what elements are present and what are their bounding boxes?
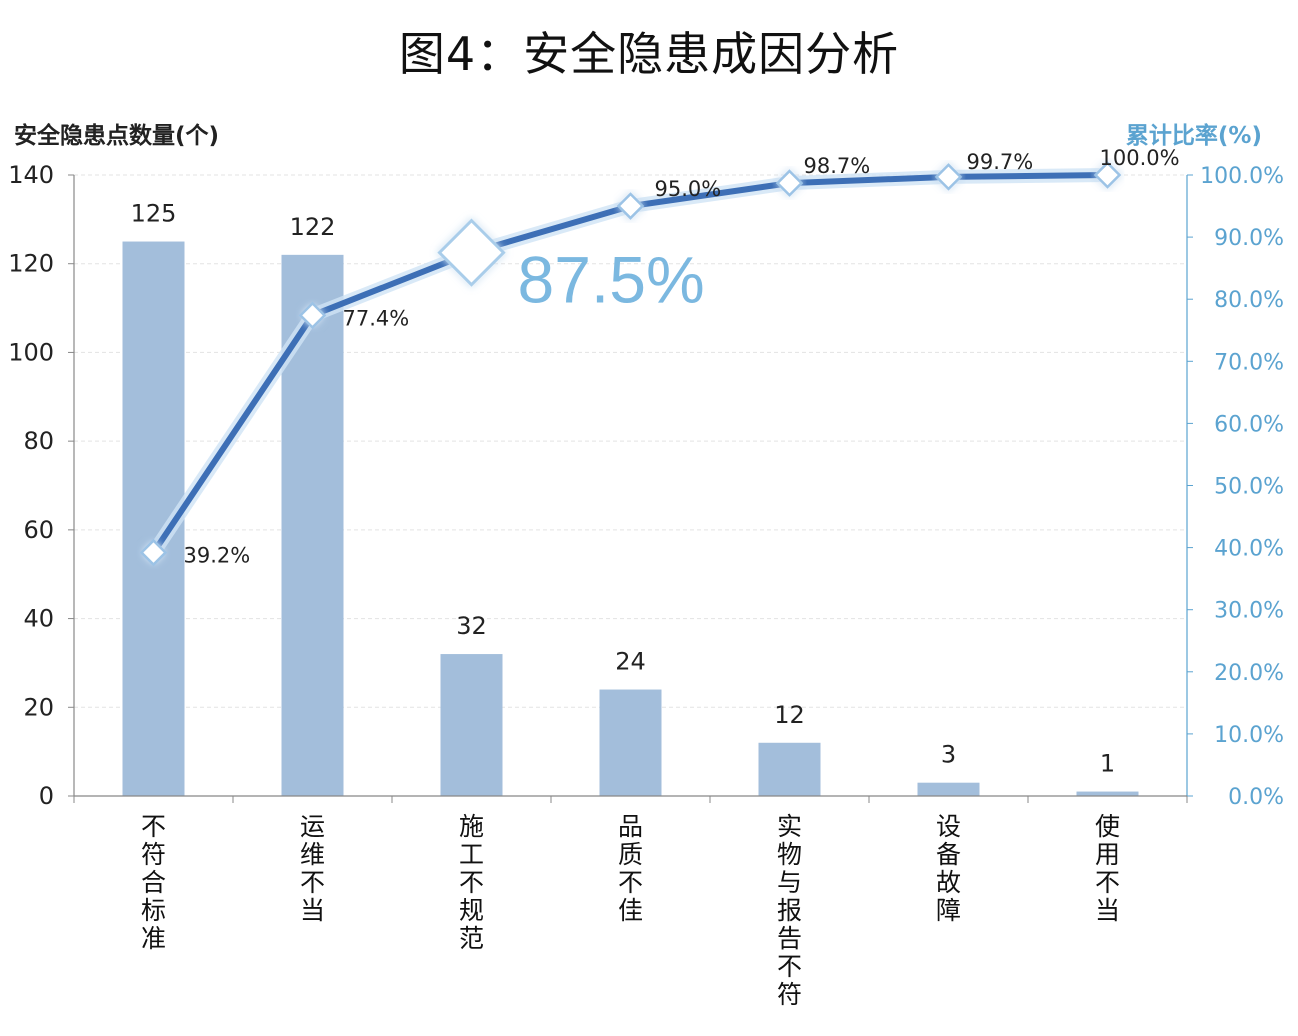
y2-tick-label: 30.0% [1214, 599, 1284, 624]
bar [1076, 791, 1139, 796]
y2-tick-label: 90.0% [1214, 226, 1284, 251]
y-tick-label: 60 [23, 516, 54, 544]
y2-tick-label: 100.0% [1200, 164, 1284, 189]
category-label: 施工不规范 [459, 812, 484, 953]
bar-value-label: 122 [290, 213, 336, 241]
highlight-marker [437, 218, 506, 287]
line-marker [616, 192, 645, 220]
category-label: 设备故障 [936, 812, 961, 925]
category-label: 运维不当 [300, 812, 325, 925]
y2-tick-label: 50.0% [1214, 475, 1284, 500]
y-tick-label: 40 [23, 605, 54, 633]
bar-value-label: 32 [456, 612, 487, 640]
cumulative-line [139, 161, 1122, 567]
line-marker [139, 538, 168, 567]
line-marker [934, 163, 963, 191]
category-label: 品质不佳 [618, 812, 643, 925]
cumulative-value-label: 98.7% [804, 154, 871, 178]
y2-tick-label: 40.0% [1214, 537, 1284, 562]
cumulative-value-label: 39.2% [184, 544, 251, 568]
y2-tick-label: 10.0% [1214, 723, 1284, 748]
category-label: 不符合标准 [141, 812, 166, 953]
cumulative-value-label: 77.4% [343, 306, 410, 330]
cumulative-value-label: 100.0% [1100, 146, 1180, 170]
category-label: 实物与报告不符 [777, 812, 802, 1009]
bar-value-label: 3 [941, 741, 956, 769]
y-tick-label: 140 [8, 161, 54, 189]
chart-title: 图4：安全隐患成因分析 [398, 27, 900, 81]
cumulative-value-label: 99.7% [967, 150, 1034, 174]
line-marker [1093, 161, 1122, 189]
bars [122, 241, 1139, 797]
y-tick-label: 120 [8, 250, 54, 278]
bar-value-label: 12 [774, 701, 805, 729]
bar-value-label: 24 [615, 648, 646, 676]
y-tick-label: 100 [8, 338, 54, 366]
y-axis-title: 安全隐患点数量(个) [14, 122, 219, 149]
bar [440, 654, 503, 796]
bar-value-label: 1 [1100, 750, 1115, 778]
y2-tick-label: 70.0% [1214, 350, 1284, 375]
labels: 0 20 40 60 80 100 120 140 0.0% 10.0% 20.0% 30.0% 40.… [8, 146, 1284, 1009]
y-tick-label: 0 [39, 782, 54, 810]
y2-tick-label: 80.0% [1214, 288, 1284, 313]
bar [917, 782, 980, 796]
y2-tick-label: 60.0% [1214, 412, 1284, 437]
axes [68, 174, 1193, 803]
y-tick-label: 80 [23, 427, 54, 455]
bar [758, 742, 821, 796]
y2-tick-label: 0.0% [1228, 785, 1284, 810]
bar-value-label: 125 [131, 200, 177, 228]
y2-tick-label: 20.0% [1214, 661, 1284, 686]
y2-axis-title: 累计比率(%) [1126, 122, 1262, 149]
category-label: 使用不当 [1095, 812, 1120, 925]
y-tick-label: 20 [23, 693, 54, 721]
line-marker [775, 169, 804, 197]
line-marker [298, 301, 327, 330]
bar [599, 689, 662, 796]
cumulative-value-label: 95.0% [655, 177, 722, 201]
highlight-value-label: 87.5% [518, 243, 705, 317]
